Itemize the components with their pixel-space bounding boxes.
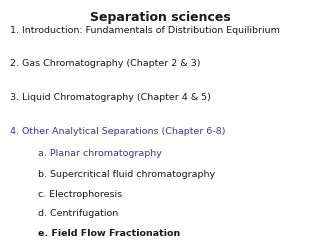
Text: b. Supercritical fluid chromatography: b. Supercritical fluid chromatography — [38, 170, 216, 179]
Text: d. Centrifugation: d. Centrifugation — [38, 209, 119, 218]
Text: c. Electrophoresis: c. Electrophoresis — [38, 190, 123, 199]
Text: 1. Introduction: Fundamentals of Distribution Equilibrium: 1. Introduction: Fundamentals of Distrib… — [10, 26, 279, 35]
Text: 2. Gas Chromatography (Chapter 2 & 3): 2. Gas Chromatography (Chapter 2 & 3) — [10, 60, 200, 68]
Text: Separation sciences: Separation sciences — [90, 11, 230, 24]
Text: 4. Other Analytical Separations (Chapter 6-8): 4. Other Analytical Separations (Chapter… — [10, 127, 225, 136]
Text: 3. Liquid Chromatography (Chapter 4 & 5): 3. Liquid Chromatography (Chapter 4 & 5) — [10, 93, 211, 102]
Text: a. Planar chromatography: a. Planar chromatography — [38, 149, 162, 158]
Text: e. Field Flow Fractionation: e. Field Flow Fractionation — [38, 228, 181, 238]
